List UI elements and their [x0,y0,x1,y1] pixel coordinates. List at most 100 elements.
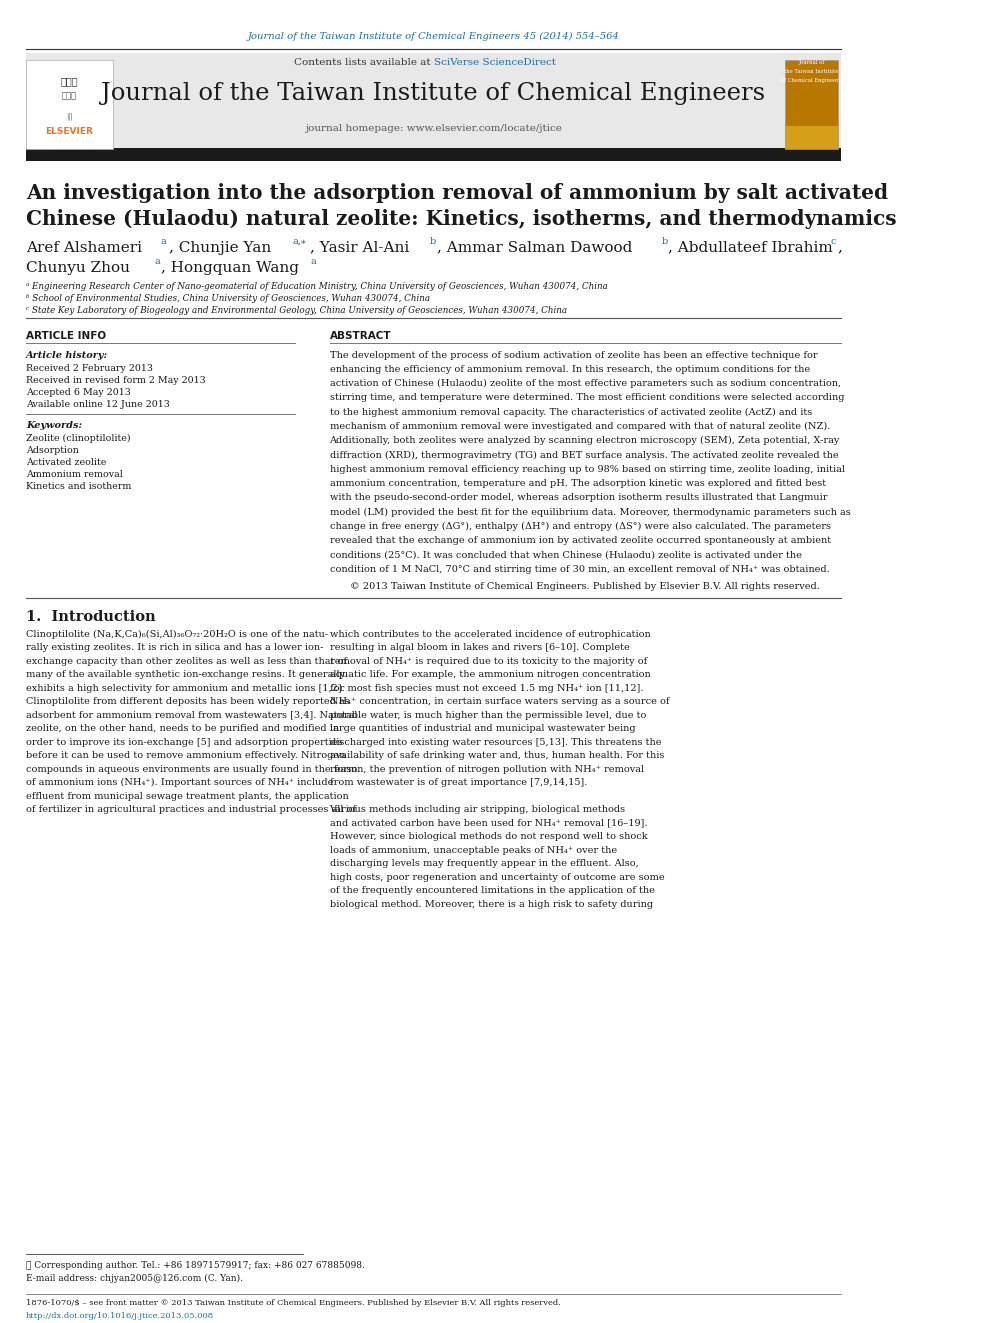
Text: 1.  Introduction: 1. Introduction [26,610,156,624]
Text: the Taiwan Institute: the Taiwan Institute [785,69,839,74]
Text: potable water, is much higher than the permissible level, due to: potable water, is much higher than the p… [329,710,646,720]
Text: exchange capacity than other zeolites as well as less than that of: exchange capacity than other zeolites as… [26,656,347,665]
Text: availability of safe drinking water and, thus, human health. For this: availability of safe drinking water and,… [329,751,664,761]
Text: journal homepage: www.elsevier.com/locate/jtice: journal homepage: www.elsevier.com/locat… [306,124,562,134]
Text: ELSEVIER: ELSEVIER [46,127,93,136]
Text: The development of the process of sodium activation of zeolite has been an effec: The development of the process of sodium… [329,351,817,360]
Text: ammonium concentration, temperature and pH. The adsorption kinetic was explored : ammonium concentration, temperature and … [329,479,825,488]
Text: Article history:: Article history: [26,351,108,360]
FancyBboxPatch shape [26,148,841,161]
Text: ❈✿❈: ❈✿❈ [62,93,76,101]
Text: high costs, poor regeneration and uncertainty of outcome are some: high costs, poor regeneration and uncert… [329,873,664,881]
Text: removal of NH₄⁺ is required due to its toxicity to the majority of: removal of NH₄⁺ is required due to its t… [329,656,647,665]
FancyBboxPatch shape [785,60,838,149]
Text: many of the available synthetic ion-exchange resins. It generally: many of the available synthetic ion-exch… [26,671,345,679]
Text: , Yasir Al-Ani: , Yasir Al-Ani [310,241,410,255]
Text: and activated carbon have been used for NH₄⁺ removal [16–19].: and activated carbon have been used for … [329,819,647,828]
Text: Journal of the Taiwan Institute of Chemical Engineers: Journal of the Taiwan Institute of Chemi… [101,82,766,105]
FancyBboxPatch shape [26,53,841,152]
Text: resulting in algal bloom in lakes and rivers [6–10]. Complete: resulting in algal bloom in lakes and ri… [329,643,629,652]
Text: , Abdullateef Ibrahim: , Abdullateef Ibrahim [668,241,832,255]
Text: Kinetics and isotherm: Kinetics and isotherm [26,482,131,491]
Text: exhibits a high selectivity for ammonium and metallic ions [1,2].: exhibits a high selectivity for ammonium… [26,684,345,693]
Text: model (LM) provided the best fit for the equilibrium data. Moreover, thermodynam: model (LM) provided the best fit for the… [329,508,850,517]
Text: ARTICLE INFO: ARTICLE INFO [26,331,106,341]
Text: enhancing the efficiency of ammonium removal. In this research, the optimum cond: enhancing the efficiency of ammonium rem… [329,365,809,374]
Text: , Chunjie Yan: , Chunjie Yan [169,241,272,255]
Text: Journal of: Journal of [799,60,824,65]
Text: Activated zeolite: Activated zeolite [26,458,106,467]
Text: rally existing zeolites. It is rich in silica and has a lower ion-: rally existing zeolites. It is rich in s… [26,643,323,652]
Text: effluent from municipal sewage treatment plants, the application: effluent from municipal sewage treatment… [26,791,349,800]
Text: a: a [161,237,167,246]
Text: c: c [830,237,836,246]
Text: with the pseudo-second-order model, whereas adsorption isotherm results illustra: with the pseudo-second-order model, wher… [329,493,827,503]
Text: stirring time, and temperature were determined. The most efficient conditions we: stirring time, and temperature were dete… [329,393,844,402]
Text: condition of 1 M NaCl, 70°C and stirring time of 30 min, an excellent removal of: condition of 1 M NaCl, 70°C and stirring… [329,565,829,574]
FancyBboxPatch shape [785,126,838,149]
Text: Chunyu Zhou: Chunyu Zhou [26,261,130,275]
Text: ᵇ School of Environmental Studies, China University of Geosciences, Wuhan 430074: ᵇ School of Environmental Studies, China… [26,294,431,303]
Text: Ammonium removal: Ammonium removal [26,470,123,479]
Text: diffraction (XRD), thermogravimetry (TG) and BET surface analysis. The activated: diffraction (XRD), thermogravimetry (TG)… [329,451,838,459]
Text: reason, the prevention of nitrogen pollution with NH₄⁺ removal: reason, the prevention of nitrogen pollu… [329,765,644,774]
Text: of ammonium ions (NH₄⁺). Important sources of NH₄⁺ include: of ammonium ions (NH₄⁺). Important sourc… [26,778,333,787]
Text: E-mail address: chjyan2005@126.com (C. Yan).: E-mail address: chjyan2005@126.com (C. Y… [26,1274,243,1283]
Text: which contributes to the accelerated incidence of eutrophication: which contributes to the accelerated inc… [329,630,650,639]
Text: large quantities of industrial and municipal wastewater being: large quantities of industrial and munic… [329,724,635,733]
Text: However, since biological methods do not respond well to shock: However, since biological methods do not… [329,832,647,841]
Text: Clinoptilolite from different deposits has been widely reported as: Clinoptilolite from different deposits h… [26,697,350,706]
Text: An investigation into the adsorption removal of ammonium by salt activated: An investigation into the adsorption rem… [26,183,888,202]
Text: b: b [662,237,668,246]
Text: Received 2 February 2013: Received 2 February 2013 [26,364,153,373]
Text: highest ammonium removal efficiency reaching up to 98% based on stirring time, z: highest ammonium removal efficiency reac… [329,464,844,474]
Text: Zeolite (clinoptilolite): Zeolite (clinoptilolite) [26,434,131,443]
Text: ❇✶❇: ❇✶❇ [61,77,78,86]
Text: , Ammar Salman Dawood: , Ammar Salman Dawood [437,241,632,255]
Text: discharged into existing water resources [5,13]. This threatens the: discharged into existing water resources… [329,738,661,746]
Text: order to improve its ion-exchange [5] and adsorption properties: order to improve its ion-exchange [5] an… [26,738,342,746]
Text: conditions (25°C). It was concluded that when Chinese (Hulaodu) zeolite is activ: conditions (25°C). It was concluded that… [329,550,802,560]
Text: from wastewater is of great importance [7,9,14,15].: from wastewater is of great importance [… [329,778,587,787]
Text: Aref Alshameri: Aref Alshameri [26,241,142,255]
Text: Received in revised form 2 May 2013: Received in revised form 2 May 2013 [26,376,205,385]
Text: biological method. Moreover, there is a high risk to safety during: biological method. Moreover, there is a … [329,900,653,909]
Text: Available online 12 June 2013: Available online 12 June 2013 [26,400,170,409]
Text: discharging levels may frequently appear in the effluent. Also,: discharging levels may frequently appear… [329,859,638,868]
Text: to the highest ammonium removal capacity. The characteristics of activated zeoli: to the highest ammonium removal capacity… [329,407,811,417]
Text: |||: ||| [66,112,72,120]
Text: before it can be used to remove ammonium effectively. Nitrogen: before it can be used to remove ammonium… [26,751,345,761]
Text: Accepted 6 May 2013: Accepted 6 May 2013 [26,388,131,397]
Text: activation of Chinese (Hulaodu) zeolite of the most effective parameters such as: activation of Chinese (Hulaodu) zeolite … [329,380,840,388]
Text: © 2013 Taiwan Institute of Chemical Engineers. Published by Elsevier B.V. All ri: © 2013 Taiwan Institute of Chemical Engi… [350,582,820,591]
FancyBboxPatch shape [26,60,113,149]
Text: http://dx.doi.org/10.1016/j.jtice.2013.05.008: http://dx.doi.org/10.1016/j.jtice.2013.0… [26,1312,214,1320]
Text: adsorbent for ammonium removal from wastewaters [3,4]. Natural: adsorbent for ammonium removal from wast… [26,710,357,720]
Text: b: b [431,237,436,246]
Text: ᵃ Engineering Research Center of Nano-geomaterial of Education Ministry, China U: ᵃ Engineering Research Center of Nano-ge… [26,282,608,291]
Text: Chinese (Hulaodu) natural zeolite: Kinetics, isotherms, and thermodynamics: Chinese (Hulaodu) natural zeolite: Kinet… [26,209,897,229]
Text: a,⁎: a,⁎ [293,237,306,246]
Text: , Hongquan Wang: , Hongquan Wang [162,261,300,275]
Text: zeolite, on the other hand, needs to be purified and modified in: zeolite, on the other hand, needs to be … [26,724,339,733]
Text: Clinoptilolite (Na,K,Ca)₆(Si,Al)₃₆O₇₂·20H₂O is one of the natu-: Clinoptilolite (Na,K,Ca)₆(Si,Al)₃₆O₇₂·20… [26,630,328,639]
Text: Contents lists available at: Contents lists available at [294,58,434,67]
Text: mechanism of ammonium removal were investigated and compared with that of natura: mechanism of ammonium removal were inves… [329,422,830,431]
Text: ᶜ State Key Laboratory of Biogeology and Environmental Geology, China University: ᶜ State Key Laboratory of Biogeology and… [26,306,567,315]
Text: compounds in aqueous environments are usually found in the form: compounds in aqueous environments are us… [26,765,357,774]
Text: Keywords:: Keywords: [26,421,82,430]
Text: Adsorption: Adsorption [26,446,79,455]
Text: of fertilizer in agricultural practices and industrial processes all of: of fertilizer in agricultural practices … [26,806,356,814]
Text: of the frequently encountered limitations in the application of the: of the frequently encountered limitation… [329,886,655,896]
Text: SciVerse ScienceDirect: SciVerse ScienceDirect [434,58,556,67]
Text: ABSTRACT: ABSTRACT [329,331,391,341]
Text: loads of ammonium, unacceptable peaks of NH₄⁺ over the: loads of ammonium, unacceptable peaks of… [329,845,617,855]
Text: Various methods including air stripping, biological methods: Various methods including air stripping,… [329,806,626,814]
Text: revealed that the exchange of ammonium ion by activated zeolite occurred spontan: revealed that the exchange of ammonium i… [329,536,830,545]
Text: ,: , [837,241,842,255]
Text: ⁊ Corresponding author. Tel.: +86 18971579917; fax: +86 027 67885098.: ⁊ Corresponding author. Tel.: +86 189715… [26,1261,365,1270]
Text: aquatic life. For example, the ammonium nitrogen concentration: aquatic life. For example, the ammonium … [329,671,650,679]
Text: a: a [310,257,316,266]
Text: Journal of the Taiwan Institute of Chemical Engineers 45 (2014) 554–564: Journal of the Taiwan Institute of Chemi… [248,32,619,41]
Text: NH₄⁺ concentration, in certain surface waters serving as a source of: NH₄⁺ concentration, in certain surface w… [329,697,669,706]
